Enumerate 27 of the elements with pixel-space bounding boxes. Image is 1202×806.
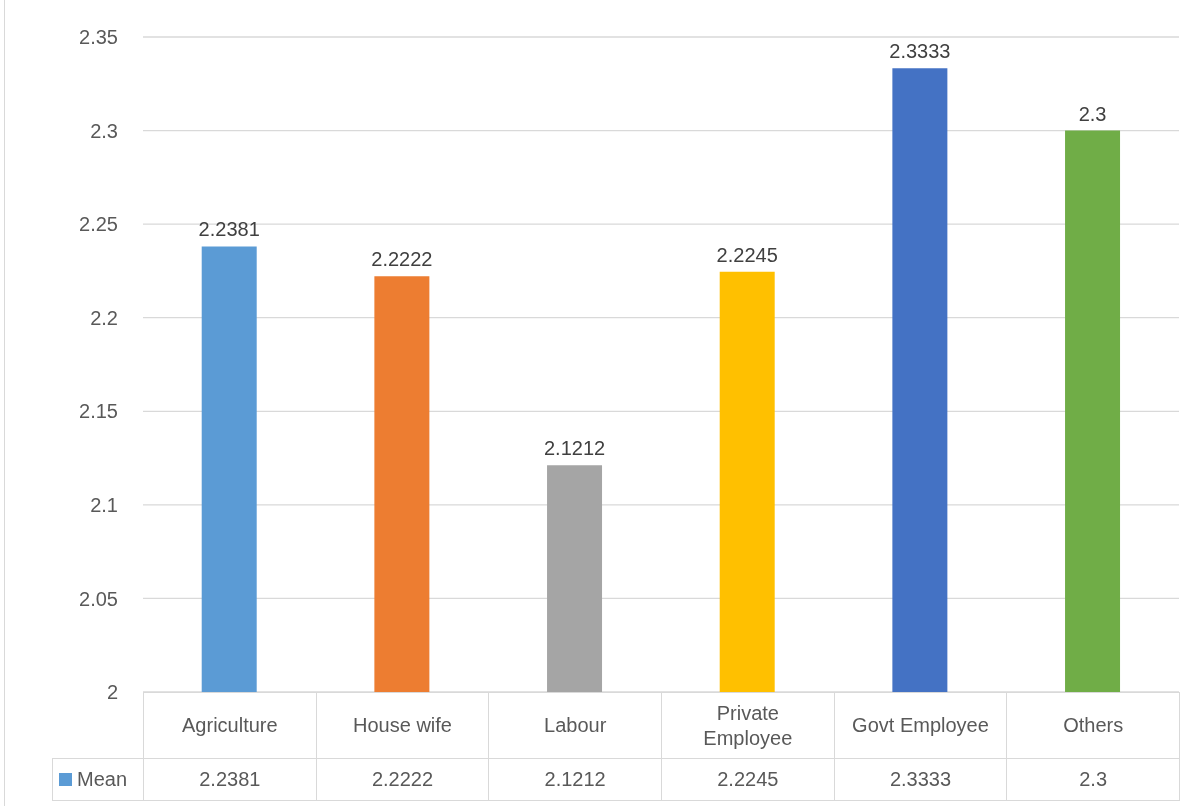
annotation: 2.2222 bbox=[371, 248, 433, 271]
data-label: 2.3333 bbox=[889, 768, 952, 791]
y-tick-label: 2.2 bbox=[90, 306, 118, 329]
y-tick-label: 2.3 bbox=[90, 119, 118, 142]
data-label: 2.2381 bbox=[199, 768, 261, 791]
x-tick-label: House wife bbox=[353, 713, 452, 738]
data-label: 2.3 bbox=[1079, 768, 1108, 791]
annotation: 2.2245 bbox=[716, 243, 778, 266]
annotation: 2.3 bbox=[1078, 102, 1107, 125]
data-label: 2.2222 bbox=[371, 768, 434, 791]
x-tick-label: Private Employee bbox=[702, 700, 794, 751]
annotation: 2.3333 bbox=[889, 40, 951, 63]
x-tick-label: Others bbox=[1063, 713, 1124, 738]
legend-label: Mean bbox=[77, 768, 128, 791]
y-tick-label: 2.15 bbox=[79, 400, 118, 423]
data-label: 2.1212 bbox=[544, 768, 606, 791]
data-label: 2.2245 bbox=[717, 768, 779, 791]
y-tick-label: 2.35 bbox=[79, 26, 118, 49]
annotation: 2.2381 bbox=[198, 218, 260, 241]
x-tick-label: Labour bbox=[544, 713, 607, 738]
x-tick-label: Govt Employee bbox=[852, 713, 989, 738]
y-tick-label: 2.1 bbox=[90, 493, 118, 516]
annotation: 2.1212 bbox=[543, 437, 606, 460]
y-tick-label: 2 bbox=[106, 681, 118, 704]
x-tick-label: Agriculture bbox=[182, 713, 278, 738]
y-tick-label: 2.05 bbox=[79, 587, 118, 610]
y-tick-label: 2.25 bbox=[79, 213, 118, 236]
